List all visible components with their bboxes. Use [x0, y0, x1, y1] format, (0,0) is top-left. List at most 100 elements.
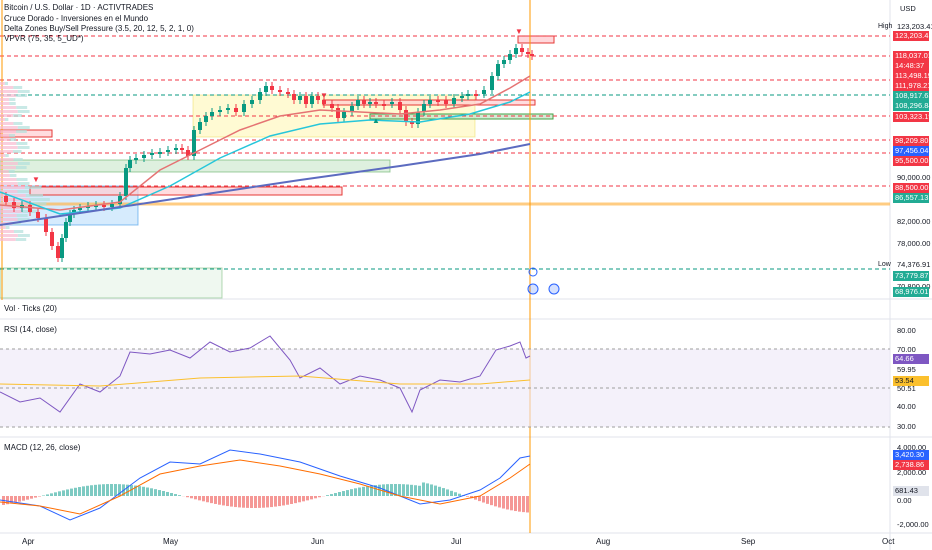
candle-body [56, 246, 60, 258]
volume-profile-bar [17, 90, 30, 93]
candle-body [330, 104, 334, 108]
macd-tick: 4,000.00 [897, 443, 927, 452]
macd-histogram-bar [194, 496, 197, 500]
candle-body [242, 104, 246, 112]
dividend-icon [528, 267, 538, 277]
macd-histogram-bar [214, 496, 217, 504]
indicator-delta-zones[interactable]: Delta Zones Buy/Sell Pressure (3.5, 20, … [4, 24, 194, 33]
event-flag-icon [527, 283, 539, 295]
candle-body [444, 100, 448, 104]
macd-histogram-bar [210, 496, 213, 504]
symbol-title[interactable]: Bitcoin / U.S. Dollar · 1D · ACTIVTRADES [4, 3, 154, 12]
volume-profile-bar [0, 82, 5, 85]
price-badge: 108,296.84 [893, 101, 929, 111]
volume-profile-bar [9, 174, 17, 177]
macd-histogram-bar [526, 496, 529, 513]
macd-histogram-bar [274, 496, 277, 507]
candle-body [514, 48, 518, 54]
price-badge: 97,456.04 [893, 146, 929, 156]
rsi-legend[interactable]: RSI (14, close) [4, 325, 57, 334]
candle-body [410, 122, 414, 124]
volume-profile-bar [0, 166, 16, 169]
volume-profile-bar [13, 114, 22, 117]
macd-histogram-bar [234, 496, 237, 508]
sell-signal-icon: ▼ [32, 175, 40, 184]
volume-profile-bar [17, 146, 30, 149]
candle-body [298, 96, 302, 100]
volume-profile-bar [17, 126, 30, 129]
candle-body [382, 104, 386, 106]
macd-histogram-bar [250, 496, 253, 508]
macd-histogram-bar [406, 484, 409, 496]
macd-histogram-bar [454, 492, 457, 496]
macd-histogram-bar [374, 485, 377, 496]
candle-body [310, 96, 314, 104]
candle-body [502, 60, 506, 64]
candle-body [102, 205, 106, 207]
macd-histogram-bar [58, 491, 61, 496]
macd-histogram-bar [142, 486, 145, 496]
macd-histogram-bar [6, 496, 9, 505]
ema-fast-line [0, 75, 531, 211]
price-tick: 70,800.00 [897, 282, 930, 291]
candle-body [166, 150, 170, 152]
candle-body [278, 90, 282, 92]
macd-histogram-bar [442, 488, 445, 496]
volume-profile-bar [0, 182, 18, 185]
volume-profile-bar [9, 102, 16, 105]
macd-histogram-bar [486, 496, 489, 504]
volume-profile-bar [0, 150, 13, 153]
price-badge: 88,500.00 [893, 183, 929, 193]
sell-signal-icon: ▼ [320, 91, 328, 100]
rsi-tick: 59.95 [897, 365, 916, 374]
volume-profile-bar [0, 130, 17, 133]
time-label-sep: Sep [741, 537, 756, 546]
macd-histogram-bar [82, 486, 85, 496]
volume-profile-bar [0, 126, 18, 129]
volume-profile-bar [16, 214, 28, 217]
volume-profile-bar [0, 118, 6, 121]
volume-profile-bar [9, 134, 16, 137]
macd-histogram-bar [466, 496, 469, 497]
volume-profile-bar [17, 234, 30, 237]
signal-badge: 2,738.86 [893, 460, 929, 470]
indicator-vpvr[interactable]: VPVR (75, 35, 5_UD*) [4, 34, 84, 43]
candle-body [304, 96, 308, 104]
volume-legend[interactable]: Vol · Ticks (20) [4, 304, 57, 313]
volume-profile-bar [17, 182, 30, 185]
candle-body [508, 54, 512, 60]
macd-histogram-bar [362, 486, 365, 496]
indicator-golden-cross[interactable]: Cruce Dorado - Inversiones en el Mundo [4, 14, 149, 23]
macd-histogram-bar [118, 484, 121, 496]
macd-legend[interactable]: MACD (12, 26, close) [4, 443, 81, 452]
macd-histogram-bar [474, 496, 477, 500]
macd-histogram-bar [450, 490, 453, 496]
macd-histogram-bar [222, 496, 225, 506]
macd-histogram-bar [62, 490, 65, 496]
candle-body [218, 110, 222, 112]
volume-profile-bar [0, 154, 6, 157]
candle-body [142, 155, 146, 158]
candle-body [286, 92, 290, 94]
price-badge: 95,500.00 [893, 156, 929, 166]
macd-histogram-bar [114, 484, 117, 496]
buy-signal-icon: ▲ [372, 116, 380, 125]
macd-histogram-bar [418, 485, 421, 496]
volume-profile-bar [0, 230, 14, 233]
volume-profile-bar [9, 138, 17, 141]
price-badge: 108,917.63 [893, 91, 929, 101]
macd-histogram-bar [306, 496, 309, 501]
macd-histogram-bar [134, 485, 137, 496]
macd-histogram-bar [426, 483, 429, 496]
price-tick: 78,000.00 [897, 239, 931, 248]
macd-histogram-bar [258, 496, 261, 508]
macd-histogram-bar [242, 496, 245, 508]
volume-profile-bar [0, 94, 17, 97]
macd-histogram-bar [218, 496, 221, 505]
sell-zone [29, 186, 343, 196]
candle-body [180, 148, 184, 150]
histogram-badge: 681.43 [893, 486, 929, 496]
candle-body [526, 52, 530, 54]
macd-histogram-bar [478, 496, 481, 502]
